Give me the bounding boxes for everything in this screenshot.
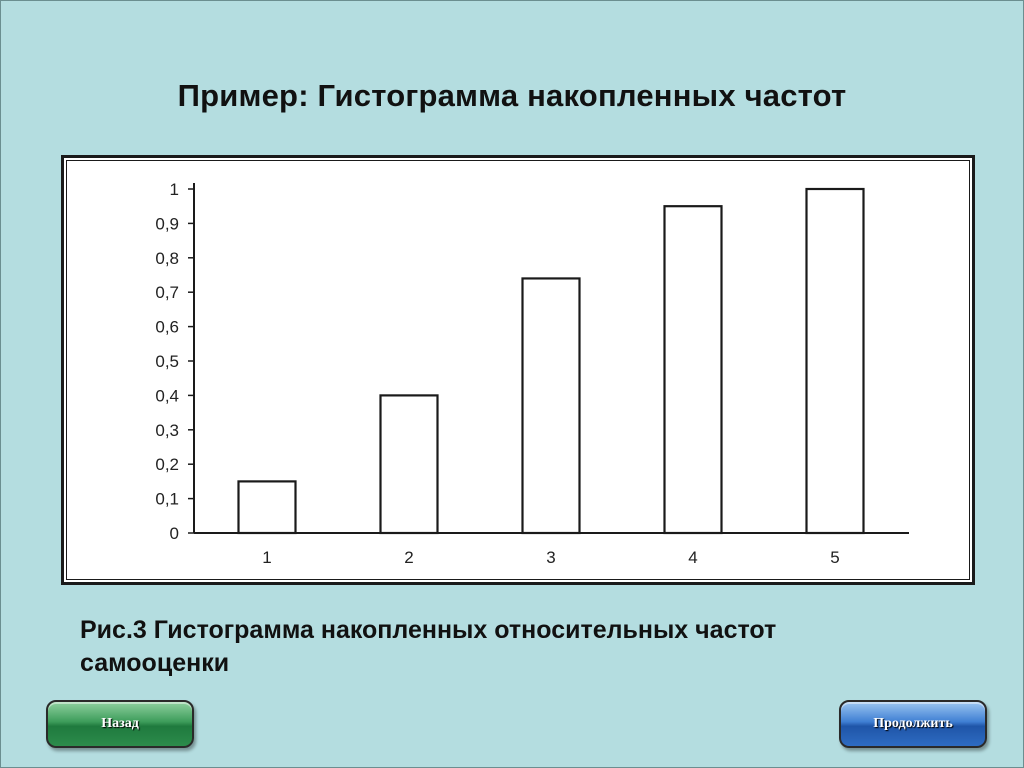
y-tick-label: 0,4 xyxy=(155,386,179,405)
histogram-bar-5 xyxy=(805,187,865,535)
y-tick-label: 1 xyxy=(170,180,179,199)
y-tick-label: 0,9 xyxy=(155,214,179,233)
y-tick-label: 0,3 xyxy=(155,421,179,440)
y-tick-label: 0,6 xyxy=(155,318,179,337)
chart-frame: 0 0,1 0,2 0,3 0,4 0,5 0,6 0,7 0,8 0,9 1 1 2 3 4 5 xyxy=(61,155,975,585)
slide-title: Пример: Гистограмма накопленных частот xyxy=(177,78,847,113)
caption-line-1: Рис.3 Гистограмма накопленных относитель… xyxy=(80,616,777,644)
x-tick-label: 1 xyxy=(262,548,271,567)
y-tick-label: 0,1 xyxy=(155,490,179,509)
histogram-bar-4 xyxy=(663,205,723,535)
figure-caption: Рис.3 Гистограмма накопленных относитель… xyxy=(80,614,960,680)
histogram-bar-1 xyxy=(237,480,297,535)
back-button[interactable]: Назад xyxy=(46,700,194,748)
x-tick-label: 4 xyxy=(688,548,697,567)
y-tick-label: 0,8 xyxy=(155,249,179,268)
x-tick-label: 2 xyxy=(404,548,413,567)
x-tick-label: 5 xyxy=(830,548,839,567)
histogram-bar-2 xyxy=(379,394,439,535)
caption-line-2: самооценки xyxy=(80,649,230,677)
y-tick-label: 0,7 xyxy=(155,283,179,302)
y-tick-label: 0 xyxy=(170,524,179,543)
histogram-chart: 0 0,1 0,2 0,3 0,4 0,5 0,6 0,7 0,8 0,9 1 1 2 3 4 5 xyxy=(155,180,909,567)
y-tick-label: 0,5 xyxy=(155,352,179,371)
continue-button[interactable]: Продолжить xyxy=(839,700,987,748)
histogram-bar-3 xyxy=(521,277,581,535)
y-tick-label: 0,2 xyxy=(155,455,179,474)
x-tick-label: 3 xyxy=(546,548,555,567)
